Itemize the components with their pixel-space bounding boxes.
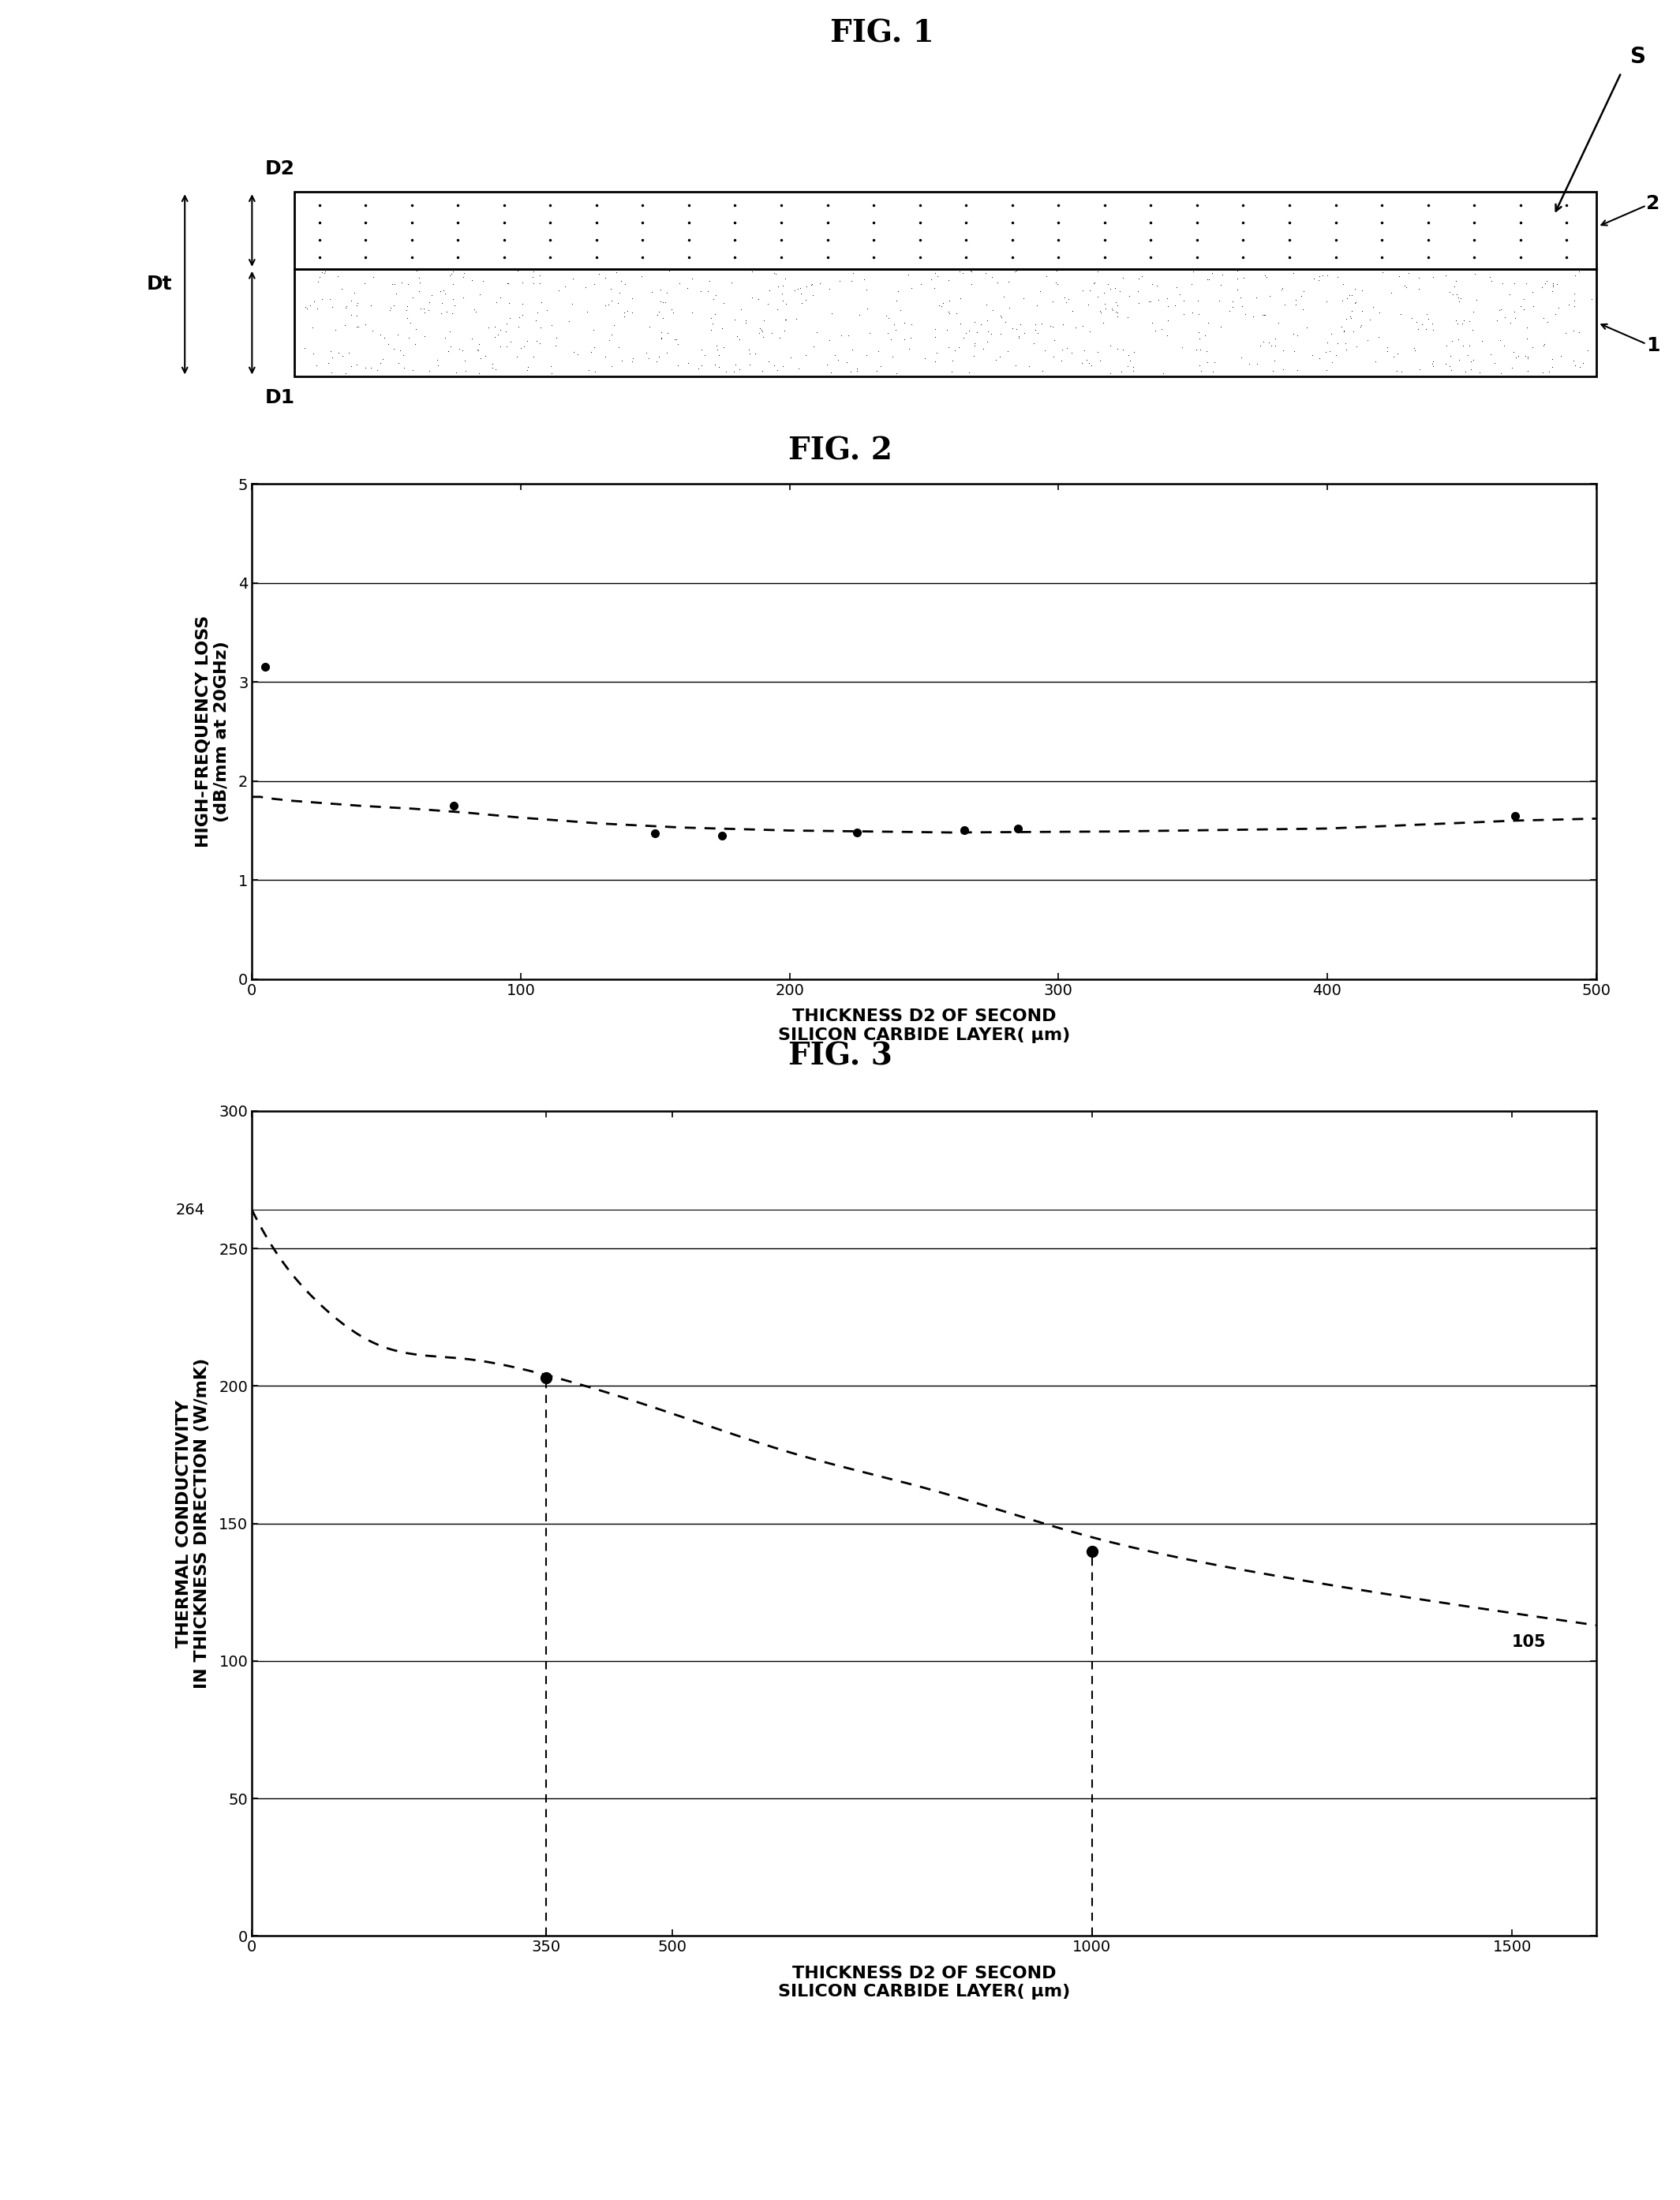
Text: S: S xyxy=(1630,46,1646,68)
Text: FIG. 1: FIG. 1 xyxy=(830,20,934,48)
X-axis label: THICKNESS D2 OF SECOND
SILICON CARBIDE LAYER( μm): THICKNESS D2 OF SECOND SILICON CARBIDE L… xyxy=(778,1967,1070,2000)
Bar xyxy=(294,191,1596,268)
Text: 105: 105 xyxy=(1512,1635,1546,1650)
Y-axis label: HIGH-FREQUENCY LOSS
(dB/mm at 20GHz): HIGH-FREQUENCY LOSS (dB/mm at 20GHz) xyxy=(195,616,230,847)
Y-axis label: THERMAL CONDUCTIVITY
IN THICKNESS DIRECTION (W/mK): THERMAL CONDUCTIVITY IN THICKNESS DIRECT… xyxy=(176,1357,210,1690)
Text: Dt: Dt xyxy=(146,275,173,295)
X-axis label: THICKNESS D2 OF SECOND
SILICON CARBIDE LAYER( μm): THICKNESS D2 OF SECOND SILICON CARBIDE L… xyxy=(778,1010,1070,1043)
Text: D1: D1 xyxy=(265,389,294,407)
Text: 2: 2 xyxy=(1646,194,1660,213)
Text: 1: 1 xyxy=(1646,337,1660,356)
Bar xyxy=(294,268,1596,376)
Text: FIG. 3: FIG. 3 xyxy=(788,1041,892,1071)
Text: FIG. 2: FIG. 2 xyxy=(788,436,892,466)
Text: 264: 264 xyxy=(176,1203,205,1217)
Text: D2: D2 xyxy=(265,161,294,178)
